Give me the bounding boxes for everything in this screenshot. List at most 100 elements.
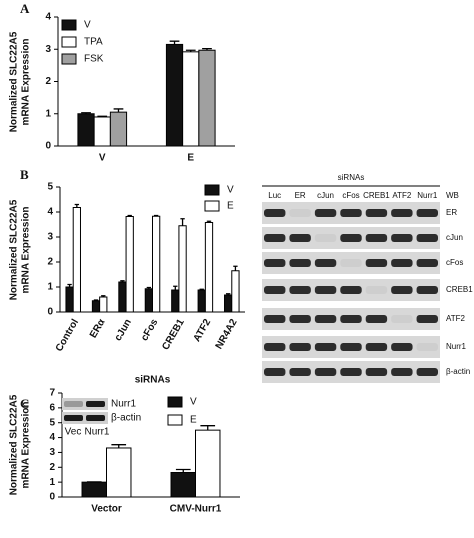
bar — [170, 471, 196, 498]
panel-letter: A — [20, 1, 30, 16]
legend-swatch — [167, 396, 183, 408]
bar — [198, 49, 216, 147]
blot-wb: WB — [446, 191, 459, 200]
row-label: β-actin — [446, 367, 470, 376]
y-axis-label: Normalized SLC22A5 — [9, 31, 20, 132]
error-bar — [111, 444, 127, 448]
blot-band — [314, 368, 337, 376]
inset-band — [64, 415, 83, 421]
blot-band — [391, 234, 413, 242]
lane-label: ATF2 — [392, 191, 412, 200]
bar — [165, 43, 184, 147]
error-bar — [185, 49, 196, 52]
y-tick-label: 1 — [45, 108, 51, 119]
bar — [197, 289, 206, 313]
inset-band — [86, 415, 105, 421]
error-bar — [146, 286, 152, 289]
y-tick-label: 4 — [47, 207, 53, 218]
lane-label: Luc — [268, 191, 281, 200]
row-label: cFos — [446, 258, 463, 267]
blot-band — [340, 286, 362, 294]
y-axis-label: Normalized SLC22A5 — [9, 394, 20, 495]
blot-band — [365, 259, 388, 267]
blot-band — [314, 209, 337, 217]
bar — [72, 207, 81, 313]
blot-band — [289, 259, 311, 267]
blot-band — [391, 315, 413, 323]
bar — [91, 300, 101, 313]
blot-band — [264, 234, 286, 242]
lane-label: Nurr1 — [417, 191, 438, 200]
y-axis-label: mRNA Expression — [21, 402, 32, 489]
y-tick-label: 7 — [49, 388, 55, 399]
blot-band — [365, 368, 388, 376]
bar — [99, 296, 108, 313]
error-bar — [199, 288, 204, 290]
blot-band — [365, 234, 388, 242]
blot-band — [264, 368, 286, 376]
row-label: ATF2 — [446, 314, 466, 323]
blot-band — [264, 259, 286, 267]
blot-band — [365, 209, 388, 217]
blot-band — [314, 234, 337, 242]
y-tick-label: 0 — [45, 141, 51, 152]
blot-band — [314, 315, 337, 323]
y-axis-label: Normalized SLC22A5 — [9, 199, 20, 300]
bar — [106, 447, 132, 498]
inset-row-label: Nurr1 — [111, 399, 136, 410]
x-tick-label: Vector — [91, 504, 122, 515]
panel-letter: B — [20, 167, 29, 182]
error-bar — [93, 299, 99, 301]
legend-label: E — [190, 415, 197, 426]
error-bar — [120, 280, 125, 282]
bar — [152, 215, 161, 313]
legend-swatch — [61, 53, 77, 65]
blot-band — [416, 343, 438, 351]
x-tick-label: NR4A2 — [214, 317, 240, 351]
y-tick-label: 6 — [49, 402, 55, 413]
blot-band — [264, 315, 286, 323]
legend-label: V — [190, 397, 197, 408]
bar — [77, 113, 95, 147]
error-bar — [233, 265, 238, 271]
blot-header: siRNAs — [338, 173, 365, 182]
error-bar — [175, 468, 191, 473]
x-tick-label: CREB1 — [160, 317, 187, 352]
blot-band — [416, 234, 438, 242]
blot-band — [340, 315, 362, 323]
error-bar — [169, 40, 180, 45]
error-bar — [200, 425, 216, 431]
error-bar — [127, 214, 132, 217]
y-axis-label: mRNA Expression — [21, 39, 32, 126]
error-bar — [206, 220, 212, 223]
error-bar — [81, 112, 91, 114]
legend-label: E — [227, 201, 234, 212]
error-bar — [113, 108, 124, 113]
y-tick-label: 2 — [47, 257, 53, 268]
blot-band — [391, 368, 413, 376]
blot-band — [314, 259, 337, 267]
y-tick-label: 1 — [49, 477, 55, 488]
legend-swatch — [204, 184, 220, 196]
error-bar — [180, 218, 185, 226]
legend-swatch — [61, 19, 77, 31]
y-tick-label: 0 — [49, 492, 55, 503]
y-tick-label: 5 — [47, 182, 53, 193]
x-tick-label: E — [187, 153, 194, 164]
blot-band — [264, 286, 286, 294]
blot-band — [264, 343, 286, 351]
legend-label: FSK — [84, 54, 104, 65]
blot-band — [314, 286, 337, 294]
y-tick-label: 2 — [45, 76, 51, 87]
error-bar — [74, 203, 80, 208]
x-tick-label: Control — [54, 317, 81, 353]
blot-band — [340, 343, 362, 351]
legend-label: TPA — [84, 37, 103, 48]
bar — [65, 286, 74, 313]
y-tick-label: 2 — [49, 462, 55, 473]
bar — [125, 216, 134, 313]
blot-band — [289, 209, 311, 217]
blot-band — [416, 286, 438, 294]
x-tick-label: cJun — [113, 317, 134, 343]
blot-band — [264, 209, 286, 217]
